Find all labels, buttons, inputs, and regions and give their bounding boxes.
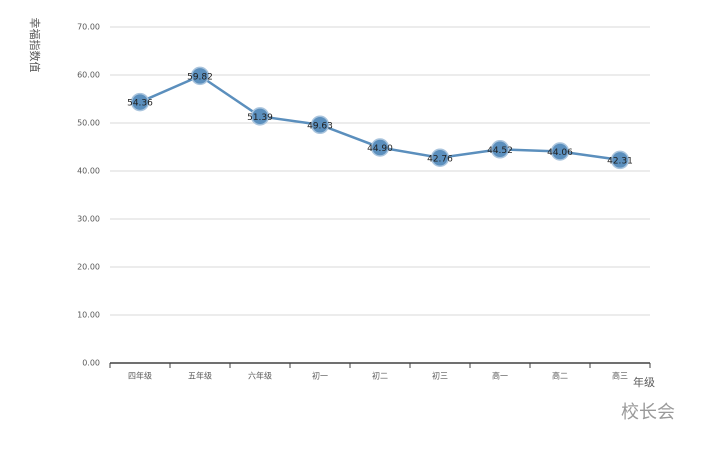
x-tick-label: 高二 [552, 371, 568, 381]
x-tick-label: 初一 [312, 371, 328, 381]
x-tick-label: 四年级 [128, 371, 152, 381]
y-tick-label: 70.00 [77, 23, 100, 32]
x-tick-label: 初二 [372, 371, 388, 381]
y-tick-label: 20.00 [77, 263, 100, 272]
y-tick-label: 60.00 [77, 71, 100, 80]
marker [250, 107, 270, 126]
x-tick-label: 六年级 [248, 371, 272, 381]
marker [190, 66, 210, 86]
data-label: 44.52 [487, 146, 513, 156]
x-axis-label: 年级 [633, 375, 655, 389]
marker [550, 142, 570, 161]
marker [490, 140, 510, 159]
watermark: 校长会 [621, 402, 675, 423]
marker [430, 148, 450, 168]
y-tick-label: 30.00 [77, 215, 100, 224]
x-tick-label: 高一 [492, 371, 508, 381]
x-tick-label: 初三 [432, 371, 448, 381]
data-label: 54.36 [127, 99, 153, 109]
marker [130, 92, 150, 112]
data-label: 42.76 [427, 154, 453, 164]
y-tick-label: 50.00 [77, 119, 100, 128]
marker [610, 150, 630, 170]
data-label: 59.82 [187, 72, 213, 82]
data-label: 44.90 [367, 144, 393, 154]
data-label: 42.31 [607, 156, 633, 166]
y-axis-label: 幸福指数值 [28, 18, 42, 73]
data-label: 51.39 [247, 113, 273, 123]
marker [370, 138, 390, 157]
x-tick-label: 高三 [612, 371, 628, 381]
y-tick-label: 0.00 [82, 359, 100, 368]
data-label: 44.06 [547, 148, 573, 158]
marker [310, 115, 330, 135]
x-tick-label: 五年级 [188, 371, 212, 381]
y-tick-label: 10.00 [77, 311, 100, 320]
y-tick-label: 40.00 [77, 167, 100, 176]
data-label: 49.63 [307, 121, 333, 131]
